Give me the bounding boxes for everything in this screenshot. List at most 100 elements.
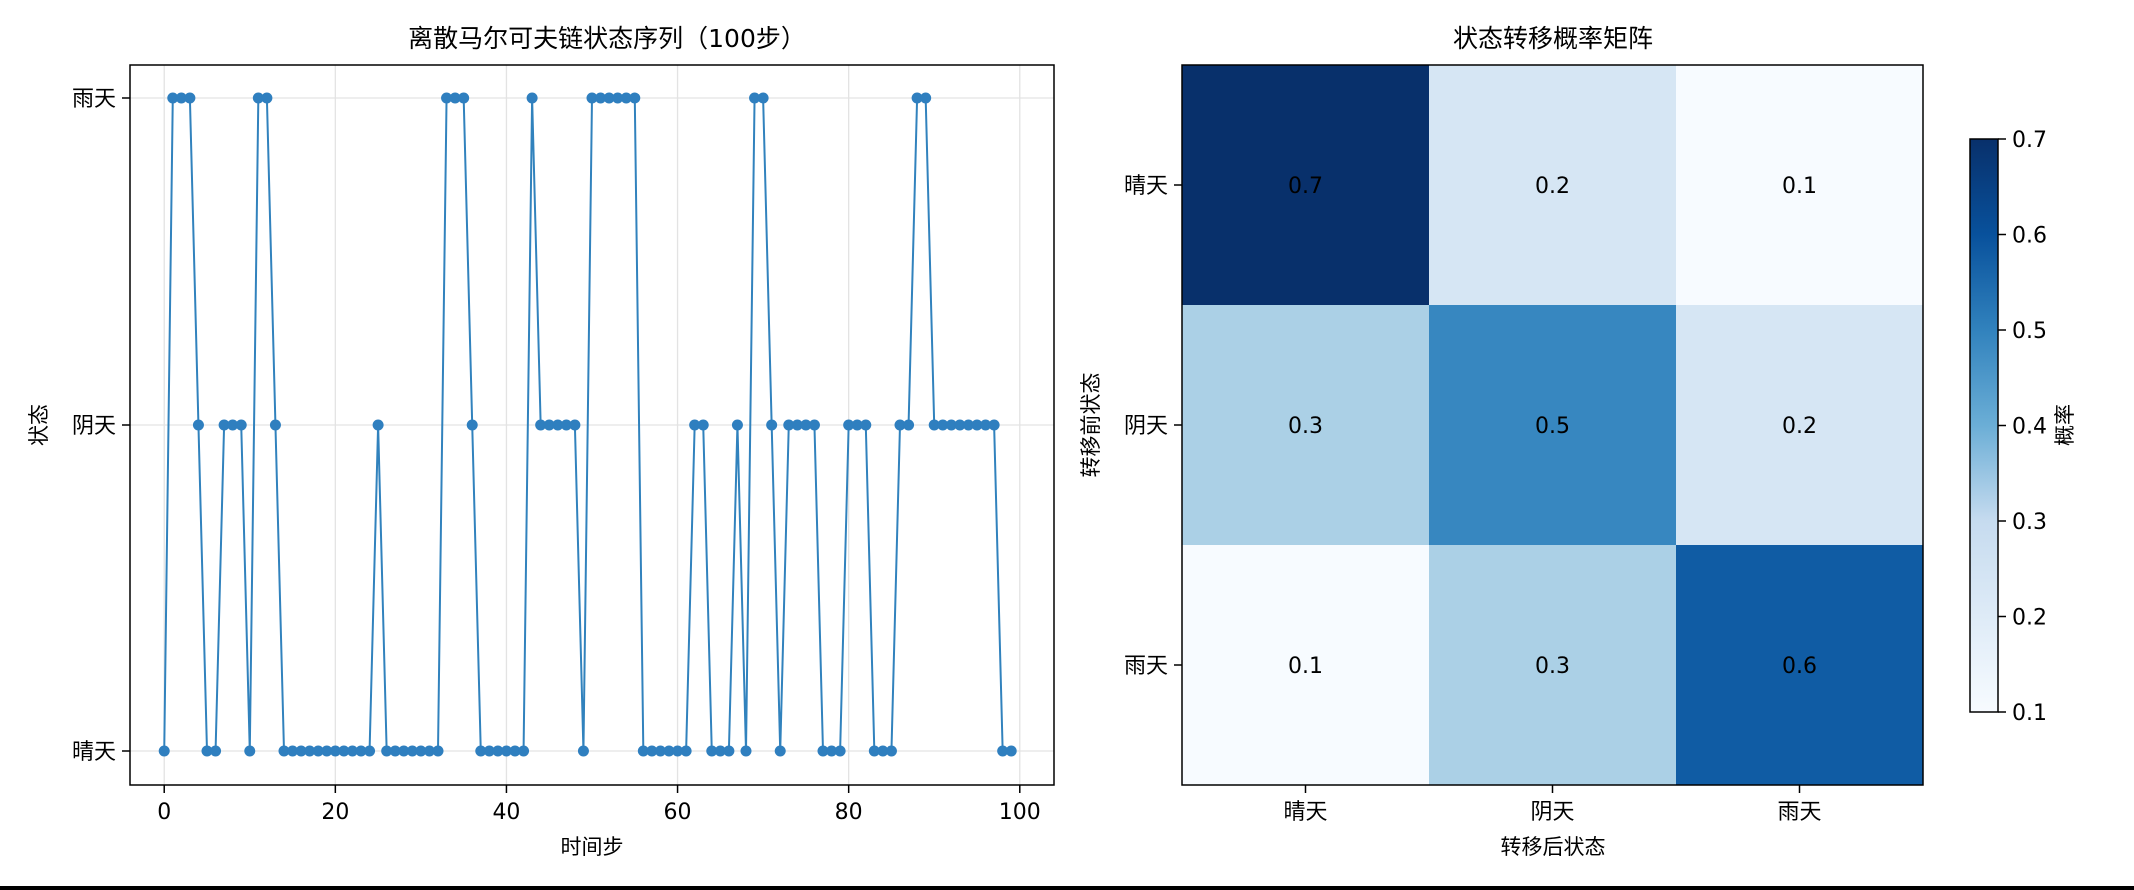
bottom-border — [0, 886, 2134, 890]
heatmap-x-tick-label: 晴天 — [1283, 800, 1327, 825]
data-point — [791, 419, 803, 431]
heatmap-cell — [1429, 305, 1677, 546]
data-point — [577, 745, 589, 757]
data-point — [304, 745, 316, 757]
data-point — [997, 745, 1009, 757]
heatmap-cell — [1429, 545, 1677, 786]
heatmap-cell — [1429, 65, 1677, 306]
data-point — [749, 92, 761, 104]
data-point — [706, 745, 718, 757]
heatmap-cell-value: 0.5 — [1535, 414, 1570, 439]
heatmap-y-label: 转移前状态 — [1079, 373, 1103, 478]
data-point — [714, 745, 726, 757]
data-point — [595, 92, 607, 104]
data-point — [646, 745, 658, 757]
heatmap-x-tick-label: 阴天 — [1530, 800, 1574, 825]
data-point — [808, 419, 820, 431]
data-point — [971, 419, 983, 431]
data-point — [492, 745, 504, 757]
data-point — [201, 745, 213, 757]
data-point — [466, 419, 478, 431]
data-point — [920, 92, 932, 104]
line-chart-y-label: 状态 — [27, 404, 51, 446]
data-point — [184, 92, 196, 104]
colorbar-tick-label: 0.4 — [2012, 415, 2047, 440]
data-point — [252, 92, 264, 104]
data-point — [928, 419, 940, 431]
data-point — [672, 745, 684, 757]
data-point — [757, 92, 769, 104]
data-point — [355, 745, 367, 757]
data-point — [766, 419, 778, 431]
data-point — [269, 419, 281, 431]
colorbar-ticks: 0.1 0.2 0.3 0.4 0.5 0.6 0.7 — [1998, 128, 2047, 726]
x-tick-label: 0 — [157, 800, 171, 825]
colorbar-tick-label: 0.6 — [2012, 224, 2047, 249]
heatmap-cell-value: 0.6 — [1782, 654, 1817, 679]
data-point — [167, 92, 179, 104]
data-point — [338, 745, 350, 757]
data-point — [560, 419, 572, 431]
data-point — [526, 92, 538, 104]
data-point — [312, 745, 324, 757]
data-point — [235, 419, 247, 431]
heatmap-cell-value: 0.2 — [1782, 414, 1817, 439]
line-chart-x-ticks: 0 20 40 60 80 100 — [157, 785, 1041, 825]
data-point — [500, 745, 512, 757]
data-point — [423, 745, 435, 757]
data-point — [697, 419, 709, 431]
line-chart: 离散马尔可夫链状态序列（100步） 0 20 40 60 80 100 晴天 阴天 雨天 时间… — [27, 24, 1055, 859]
data-point — [475, 745, 487, 757]
data-point — [731, 419, 743, 431]
data-point — [210, 745, 222, 757]
line-chart-frame — [129, 64, 1055, 786]
heatmap-cells: 0.7 0.2 0.1 0.3 0.5 0.2 0.1 0.3 0.6 — [1182, 65, 1924, 786]
heatmap-cell-value: 0.1 — [1782, 174, 1817, 199]
data-point — [406, 745, 418, 757]
heatmap-y-tick-label: 晴天 — [1124, 174, 1168, 199]
colorbar-tick-label: 0.2 — [2012, 606, 2047, 631]
heatmap-cell — [1676, 65, 1924, 306]
data-point — [389, 745, 401, 757]
data-point — [1005, 745, 1017, 757]
data-point — [287, 745, 299, 757]
data-point — [954, 419, 966, 431]
heatmap-y-tick-label: 阴天 — [1124, 414, 1168, 439]
heatmap-title: 状态转移概率矩阵 — [1453, 24, 1653, 53]
y-tick-label: 晴天 — [72, 740, 116, 765]
heatmap-cell — [1676, 305, 1924, 546]
data-point — [980, 419, 992, 431]
data-point — [620, 92, 632, 104]
colorbar-tick-label: 0.3 — [2012, 510, 2047, 535]
heatmap-cell-value: 0.3 — [1288, 414, 1323, 439]
data-point — [552, 419, 564, 431]
x-tick-label: 80 — [835, 800, 863, 825]
heatmap-y-tick-label: 雨天 — [1124, 654, 1168, 679]
data-point — [877, 745, 889, 757]
data-point — [381, 745, 393, 757]
heatmap-x-tick-label: 雨天 — [1777, 800, 1821, 825]
heatmap-chart: 状态转移概率矩阵 0.7 0.2 0.10.3 0.5 0.20.1 0.3 0.6 晴天阴… — [1079, 24, 2077, 859]
data-point — [244, 745, 256, 757]
colorbar — [1969, 138, 1999, 713]
data-point — [894, 419, 906, 431]
x-tick-label: 40 — [492, 800, 520, 825]
data-point — [817, 745, 829, 757]
data-point — [834, 745, 846, 757]
data-point — [175, 92, 187, 104]
data-point — [158, 745, 170, 757]
series-points — [158, 92, 1017, 757]
data-point — [937, 419, 949, 431]
data-point — [800, 419, 812, 431]
colorbar-tick-label: 0.5 — [2012, 319, 2047, 344]
data-point — [321, 745, 333, 757]
heatmap-cell — [1676, 545, 1924, 786]
data-point — [329, 745, 341, 757]
data-point — [295, 745, 307, 757]
data-point — [637, 745, 649, 757]
data-point — [458, 92, 470, 104]
heatmap-x-ticks: 晴天 阴天 雨天 — [1283, 785, 1822, 825]
